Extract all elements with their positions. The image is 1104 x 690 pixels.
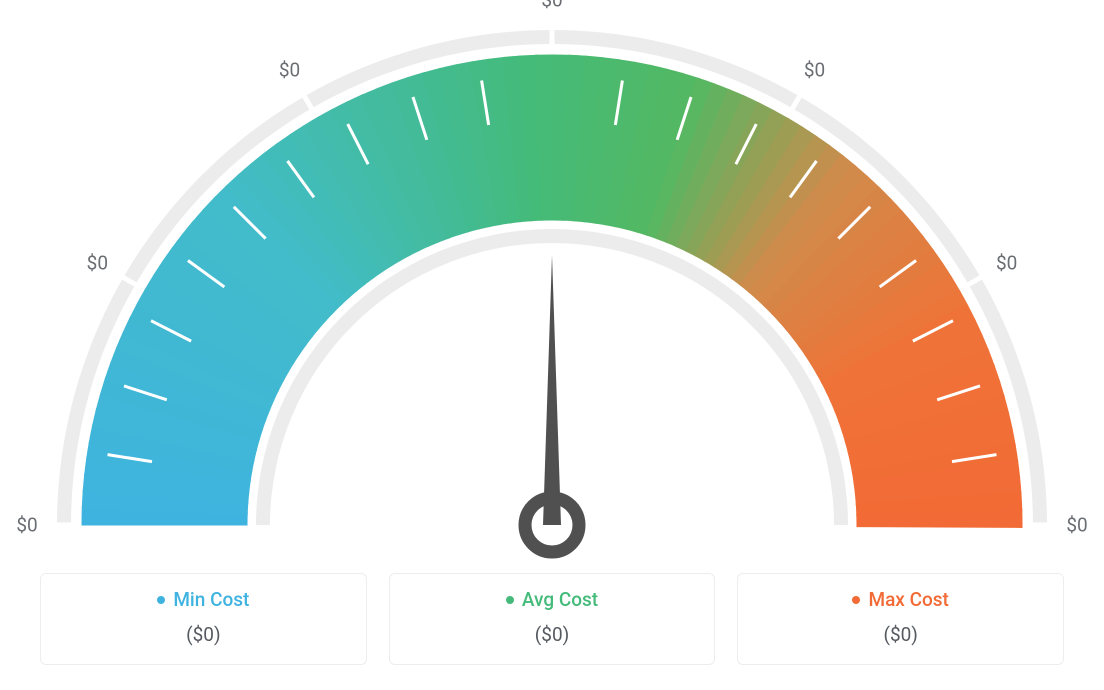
legend-label-avg: Avg Cost — [522, 588, 598, 611]
legend-card-max: Max Cost ($0) — [737, 573, 1064, 665]
gauge-svg — [0, 0, 1104, 560]
gauge-tick-label: $0 — [804, 59, 825, 82]
gauge-tick-label: $0 — [1066, 514, 1087, 537]
legend-value-max: ($0) — [748, 623, 1053, 646]
legend-card-min: Min Cost ($0) — [40, 573, 367, 665]
gauge-tick-label: $0 — [541, 0, 562, 12]
legend-row: Min Cost ($0) Avg Cost ($0) Max Cost ($0… — [40, 573, 1064, 665]
cost-gauge-container: $0 $0 $0 $0 $0 $0 $0 Min Cost ($0) Avg Cost ($… — [0, 0, 1104, 690]
legend-value-min: ($0) — [51, 623, 356, 646]
legend-label-max: Max Cost — [868, 588, 948, 611]
gauge-tick-label: $0 — [279, 59, 300, 82]
legend-dot-min — [157, 596, 165, 604]
legend-dot-max — [852, 596, 860, 604]
gauge-tick-label: $0 — [16, 514, 37, 537]
legend-dot-avg — [506, 596, 514, 604]
gauge-tick-label: $0 — [996, 251, 1017, 274]
legend-card-avg: Avg Cost ($0) — [389, 573, 716, 665]
gauge-tick-label: $0 — [87, 251, 108, 274]
legend-label-min: Min Cost — [173, 588, 249, 611]
legend-value-avg: ($0) — [400, 623, 705, 646]
gauge-chart: $0 $0 $0 $0 $0 $0 $0 — [0, 0, 1104, 560]
